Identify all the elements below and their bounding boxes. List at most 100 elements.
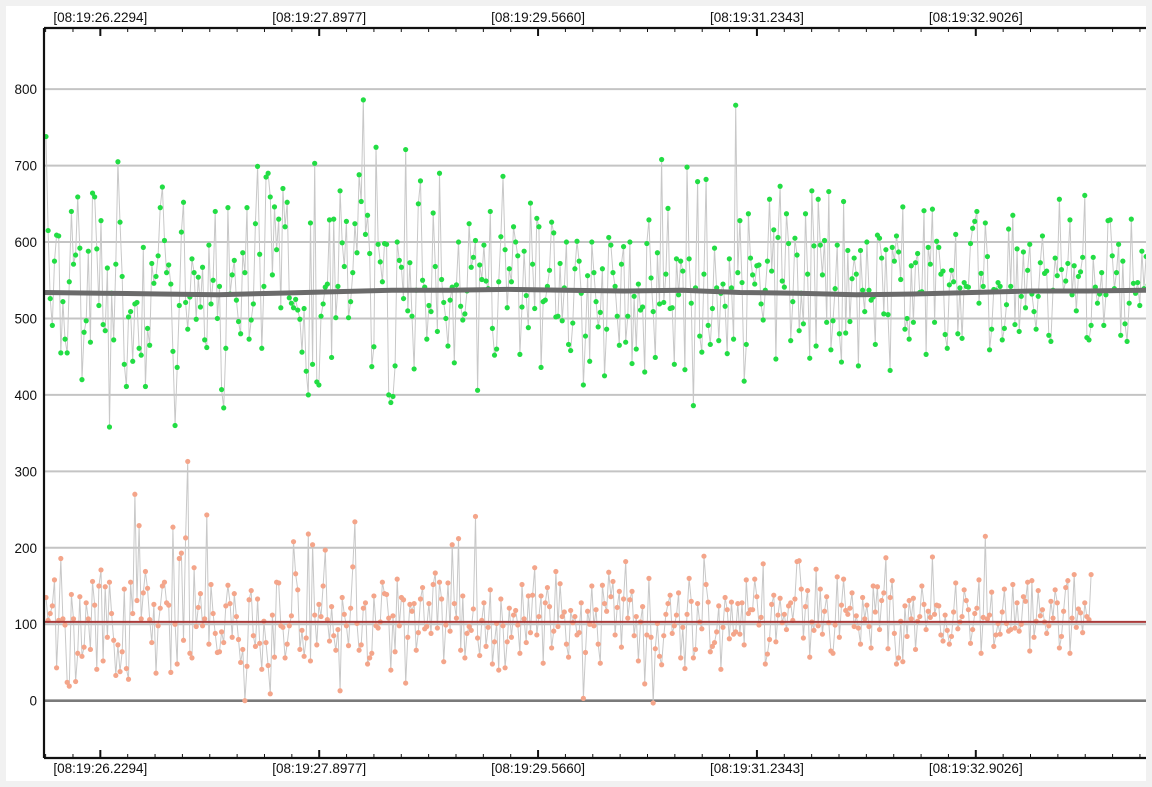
x-tick-label-top: [08:19:29.5660]	[491, 10, 585, 25]
high-series-point	[515, 253, 521, 259]
low-series-point	[134, 597, 140, 604]
high-series-point	[504, 305, 510, 311]
high-series-point	[620, 244, 627, 250]
low-series-point	[136, 523, 142, 529]
low-series-markers	[43, 458, 1094, 706]
high-series-point	[790, 299, 796, 305]
low-series-point	[902, 603, 908, 609]
high-series-point	[1056, 196, 1062, 202]
low-series-point	[415, 630, 421, 636]
axes	[42, 26, 1146, 760]
low-series-point	[967, 640, 974, 646]
high-series-point	[582, 333, 589, 339]
low-series-point	[612, 632, 618, 638]
low-series-point	[644, 632, 650, 638]
low-series-point	[335, 626, 341, 633]
high-series-point	[970, 225, 976, 231]
low-series-point	[481, 600, 487, 606]
low-series-point	[849, 590, 855, 596]
low-series-point	[77, 594, 83, 600]
low-series-point	[906, 597, 912, 604]
low-series-point	[929, 554, 936, 560]
high-series-point	[599, 266, 606, 272]
high-series-point	[565, 341, 572, 348]
low-series-point	[610, 578, 616, 585]
low-series-point	[106, 579, 113, 585]
low-series-point	[976, 577, 982, 583]
high-series-point	[555, 313, 561, 319]
high-series-point	[650, 308, 656, 315]
low-series-point	[919, 583, 925, 589]
low-series-point	[345, 643, 352, 649]
x-tick-label-bottom: [08:19:29.5660]	[491, 761, 585, 776]
low-series-point	[595, 641, 601, 647]
low-series-point	[845, 611, 851, 617]
low-series-point	[561, 609, 567, 615]
low-series-point	[517, 650, 523, 656]
low-series-point	[982, 533, 988, 539]
high-series-point	[1077, 269, 1084, 275]
high-series-point	[121, 361, 127, 367]
high-series-point	[669, 305, 675, 311]
low-series-point	[682, 665, 688, 672]
low-series-point	[337, 688, 343, 694]
low-series-point	[411, 600, 417, 607]
low-series-point	[963, 597, 969, 604]
high-series-point	[1037, 260, 1043, 266]
high-series-point	[830, 318, 836, 324]
high-series-point	[92, 194, 98, 200]
low-series-point	[329, 604, 335, 610]
low-series-point	[1077, 610, 1084, 616]
low-series-point	[565, 654, 572, 660]
y-tick-label: 800	[14, 82, 37, 97]
high-series-point	[659, 156, 665, 163]
low-series-point	[633, 613, 639, 620]
high-series-point	[853, 271, 859, 277]
high-series-point	[447, 297, 453, 303]
high-series-point	[1130, 280, 1137, 286]
high-series-point	[362, 231, 369, 237]
high-series-point	[333, 315, 339, 321]
high-series-point	[73, 252, 79, 258]
high-series-point	[432, 263, 438, 270]
high-series-point	[1094, 300, 1101, 306]
low-series-point	[659, 662, 665, 668]
low-series-point	[563, 641, 570, 647]
high-series-point	[728, 285, 735, 291]
high-series-point	[910, 319, 916, 325]
y-tick-labels: 0 100 200 300 400 500 600 700 800	[14, 82, 37, 709]
high-series-point	[724, 351, 730, 357]
high-series-point	[661, 299, 667, 306]
low-series-point	[472, 513, 479, 520]
low-series-point	[680, 624, 686, 630]
low-series-point	[210, 610, 216, 617]
high-series-point	[343, 218, 350, 224]
low-series-point	[718, 666, 724, 672]
high-series-point	[847, 318, 853, 325]
low-series-point	[671, 623, 677, 629]
high-series-point	[369, 364, 375, 370]
low-series-point	[369, 650, 375, 656]
low-series-point	[652, 646, 658, 652]
high-series-point	[45, 227, 51, 234]
high-series-point	[726, 256, 732, 262]
low-series-point	[140, 590, 146, 596]
high-series-point	[138, 352, 144, 358]
high-series-point	[208, 301, 214, 307]
x-tick-labels: [08:19:26.2294] [08:19:26.2294] [08:19:27.…	[53, 10, 1022, 776]
low-series-point	[549, 645, 555, 651]
high-series-point	[350, 270, 356, 276]
low-series-point	[483, 643, 489, 649]
low-series-point	[665, 600, 671, 607]
high-series-point	[898, 276, 904, 283]
high-series-point	[329, 354, 335, 361]
high-series-point	[633, 346, 639, 352]
high-series-point	[166, 262, 172, 268]
low-series-point	[604, 608, 610, 614]
low-series-point	[314, 642, 320, 648]
high-series-point	[98, 218, 104, 224]
low-series-point	[675, 590, 682, 596]
high-series-point	[261, 283, 267, 289]
high-series-point	[417, 178, 424, 184]
high-series-markers	[43, 97, 1146, 430]
